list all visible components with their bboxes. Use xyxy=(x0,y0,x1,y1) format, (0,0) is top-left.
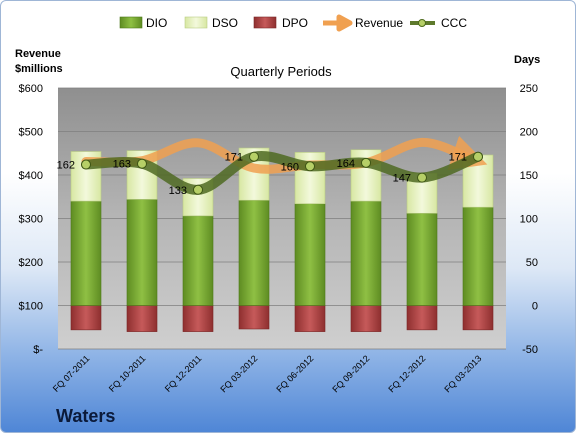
x-tick-label: FQ 03-2013 xyxy=(442,353,483,394)
right-tick-label: 150 xyxy=(520,170,538,182)
ccc-data-label: 163 xyxy=(113,159,131,171)
bar-dpo xyxy=(294,305,326,332)
x-tick-label: FQ 10-2011 xyxy=(107,353,148,394)
legend-dio-swatch xyxy=(119,16,143,29)
x-axis-ticks: FQ 07-2011 FQ 10-2011 FQ 12-2011 FQ 03-2012… xyxy=(51,353,484,394)
legend: DIO DSO DPO Revenue CCC xyxy=(119,14,467,32)
revenue-series xyxy=(81,135,488,174)
bar-dio xyxy=(238,199,270,306)
right-tick-label: 250 xyxy=(520,83,538,95)
ccc-point xyxy=(81,159,91,170)
right-tick-label: -50 xyxy=(522,344,538,356)
bar-dio xyxy=(70,200,102,306)
ccc-point xyxy=(417,172,427,183)
revenue-line xyxy=(81,135,488,174)
legend-dso-swatch xyxy=(184,16,208,29)
x-tick-label: FQ 09-2012 xyxy=(330,353,371,394)
ccc-line xyxy=(81,150,483,195)
right-tick-label: 100 xyxy=(520,214,538,226)
left-tick-label: $600 xyxy=(19,83,43,95)
ccc-data-label: 133 xyxy=(169,185,187,197)
bar-dpo xyxy=(70,305,102,331)
ccc-point xyxy=(473,151,483,162)
bar-dio xyxy=(350,200,382,306)
bar-dpo xyxy=(238,305,270,330)
ccc-data-label: 160 xyxy=(281,161,299,173)
bar-dpo xyxy=(406,305,438,331)
left-axis-title-line2: $millions xyxy=(15,63,63,75)
legend-revenue-arrow-icon xyxy=(323,14,353,32)
right-axis-title: Days xyxy=(514,54,540,66)
ccc-data-label: 164 xyxy=(337,158,355,170)
left-tick-label: $400 xyxy=(19,170,43,182)
legend-revenue-label: Revenue xyxy=(355,16,403,30)
ccc-data-label: 171 xyxy=(449,152,467,164)
right-tick-label: 200 xyxy=(520,127,538,139)
x-tick-label: FQ 12-2011 xyxy=(163,353,204,394)
bar-dpo xyxy=(462,305,494,331)
bar-dio xyxy=(126,199,158,306)
bar-dio xyxy=(294,203,326,306)
x-tick-label: FQ 03-2012 xyxy=(218,353,259,394)
x-tick-label: FQ 12-2012 xyxy=(386,353,427,394)
ccc-data-label: 171 xyxy=(225,152,243,164)
ccc-data-label: 162 xyxy=(57,160,75,172)
x-tick-label: FQ 07-2011 xyxy=(51,353,92,394)
chart-title: Quarterly Periods xyxy=(230,64,332,79)
left-tick-label: $- xyxy=(33,344,43,356)
ccc-point xyxy=(305,161,315,172)
legend-revenue: Revenue xyxy=(323,14,403,32)
ccc-point xyxy=(249,151,259,162)
legend-dpo-swatch xyxy=(253,16,277,29)
ccc-data-label: 147 xyxy=(393,173,411,185)
bar-dio xyxy=(462,206,494,306)
bar-dpo xyxy=(182,305,214,332)
bar-dio xyxy=(406,212,438,306)
right-tick-label: 0 xyxy=(532,301,538,313)
legend-dso: DSO xyxy=(184,16,238,30)
right-tick-label: 50 xyxy=(526,257,538,269)
ccc-point xyxy=(361,157,371,168)
x-tick-label: FQ 06-2012 xyxy=(274,353,315,394)
left-tick-label: $500 xyxy=(19,127,43,139)
legend-dio-label: DIO xyxy=(146,16,167,30)
legend-dpo: DPO xyxy=(253,16,308,30)
bar-dio xyxy=(182,215,214,306)
left-axis-title-line1: Revenue xyxy=(15,48,61,60)
bar-dpo xyxy=(126,305,158,332)
legend-dso-label: DSO xyxy=(212,16,238,30)
left-axis-ticks: $- $100 $200 $300 $400 $500 $600 xyxy=(19,83,44,356)
company-name: Waters xyxy=(56,406,115,426)
left-tick-label: $200 xyxy=(19,257,43,269)
ccc-point xyxy=(137,158,147,169)
legend-ccc-label: CCC xyxy=(441,16,467,30)
right-axis-ticks: -50 0 50 100 150 200 250 xyxy=(520,83,538,356)
ccc-point xyxy=(193,184,203,195)
legend-ccc: CCC xyxy=(410,16,467,30)
legend-dio: DIO xyxy=(119,16,167,30)
legend-dpo-label: DPO xyxy=(282,16,308,30)
bar-dpo xyxy=(350,305,382,332)
left-tick-label: $300 xyxy=(19,214,43,226)
legend-ccc-marker xyxy=(418,19,426,27)
ccc-series: 162 163 133 171 160 164 147 171 xyxy=(57,150,483,197)
left-tick-label: $100 xyxy=(19,301,43,313)
